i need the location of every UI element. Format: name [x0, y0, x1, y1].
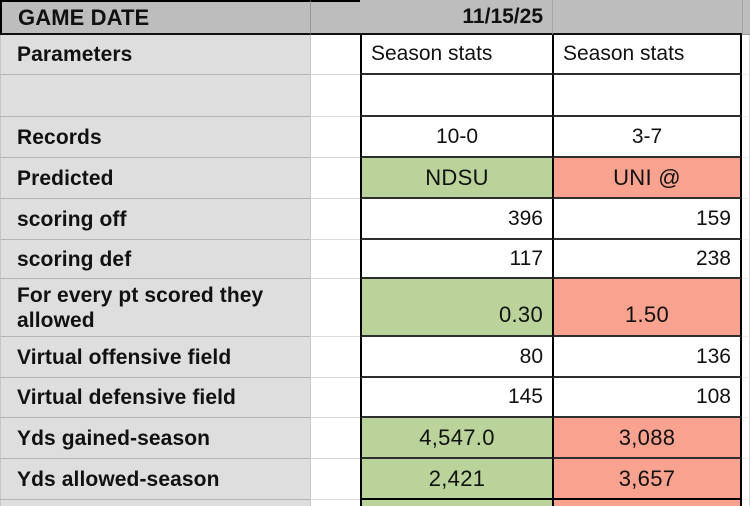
uni-cell[interactable]: 3,088 — [552, 418, 742, 459]
edge-gutter — [742, 117, 750, 158]
row-label-cell[interactable]: Virtual defensive field — [0, 378, 310, 418]
uni-cell[interactable]: 159 — [552, 199, 742, 240]
row-label-cell[interactable]: Predicted — [0, 158, 310, 199]
spacer-cell[interactable] — [310, 199, 360, 240]
spacer-cell[interactable] — [310, 117, 360, 158]
uni-cell[interactable]: Season stats — [552, 35, 742, 75]
ndsu-cell[interactable]: 396 — [360, 199, 552, 240]
row-label-cell[interactable]: scoring def — [0, 240, 310, 279]
uni-cell[interactable]: 3-7 — [552, 117, 742, 158]
ndsu-cell[interactable] — [360, 75, 552, 117]
spacer-cell[interactable] — [310, 35, 360, 75]
edge-gutter — [742, 158, 750, 199]
table-row-scoring-def: scoring def 117 238 — [0, 240, 750, 279]
row-label-cell[interactable] — [0, 75, 310, 117]
edge-gutter — [742, 378, 750, 418]
spacer-cell[interactable] — [310, 378, 360, 418]
ndsu-cell[interactable]: NDSU — [360, 158, 552, 199]
edge-gutter — [742, 199, 750, 240]
uni-cell[interactable] — [552, 75, 742, 117]
table-row-virtual-defensive: Virtual defensive field 145 108 — [0, 378, 750, 418]
row-label-cell[interactable]: Yds allowed-season — [0, 459, 310, 500]
ndsu-cell[interactable]: Season stats — [360, 35, 552, 75]
row-label-cell[interactable]: Yds gained-season — [0, 418, 310, 459]
row-label-cell[interactable]: Virtual offensive field — [0, 337, 310, 378]
table-row-parameters: Parameters Season stats Season stats — [0, 35, 750, 75]
row-label-cell[interactable]: Parameters — [0, 35, 310, 75]
ndsu-cell[interactable]: 4,547.0 — [360, 418, 552, 459]
row-label-cell — [0, 500, 310, 506]
row-label-cell[interactable]: Records — [0, 117, 310, 158]
game-date-label-cell[interactable]: GAME DATE — [0, 0, 310, 35]
edge-gutter — [742, 500, 750, 506]
spacer-cell[interactable] — [310, 240, 360, 279]
table-row-virtual-offensive: Virtual offensive field 80 136 — [0, 337, 750, 378]
spacer-cell[interactable] — [310, 459, 360, 500]
spacer-cell[interactable] — [310, 0, 360, 35]
spacer-cell[interactable] — [310, 279, 360, 337]
edge-gutter — [742, 279, 750, 337]
edge-gutter — [742, 459, 750, 500]
row-label-cell[interactable]: scoring off — [0, 199, 310, 240]
uni-cell[interactable]: 3,657 — [552, 459, 742, 500]
table-row-empty — [0, 75, 750, 117]
table-row-yds-allowed: Yds allowed-season 2,421 3,657 — [0, 459, 750, 500]
header-empty-cell[interactable] — [552, 0, 742, 35]
table-row-yds-gained: Yds gained-season 4,547.0 3,088 — [0, 418, 750, 459]
edge-gutter — [742, 240, 750, 279]
ndsu-cell[interactable]: 145 — [360, 378, 552, 418]
row-label-cell[interactable]: For every pt scored they allowed — [0, 279, 310, 337]
spacer-cell — [310, 500, 360, 506]
uni-cell[interactable]: 108 — [552, 378, 742, 418]
uni-cell[interactable]: 238 — [552, 240, 742, 279]
edge-gutter — [742, 35, 750, 75]
ndsu-cell[interactable]: 80 — [360, 337, 552, 378]
table-row-cutoff — [0, 500, 750, 506]
edge-gutter — [742, 75, 750, 117]
spacer-cell[interactable] — [310, 418, 360, 459]
ndsu-cell — [360, 500, 552, 506]
uni-cell[interactable]: 136 — [552, 337, 742, 378]
header-row: GAME DATE 11/15/25 — [0, 0, 750, 35]
edge-gutter — [742, 337, 750, 378]
spacer-cell[interactable] — [310, 75, 360, 117]
ndsu-cell[interactable]: 10-0 — [360, 117, 552, 158]
table-row-scoring-off: scoring off 396 159 — [0, 199, 750, 240]
ndsu-cell[interactable]: 2,421 — [360, 459, 552, 500]
edge-gutter — [742, 418, 750, 459]
ndsu-cell[interactable]: 0.30 — [360, 279, 552, 337]
table-row-records: Records 10-0 3-7 — [0, 117, 750, 158]
uni-cell[interactable]: UNI @ — [552, 158, 742, 199]
uni-cell — [552, 500, 742, 506]
ndsu-cell[interactable]: 117 — [360, 240, 552, 279]
spacer-cell[interactable] — [310, 337, 360, 378]
uni-cell[interactable]: 1.50 — [552, 279, 742, 337]
table-row-predicted: Predicted NDSU UNI @ — [0, 158, 750, 199]
edge-gutter — [742, 0, 750, 35]
game-date-value-cell[interactable]: 11/15/25 — [360, 0, 552, 35]
table-row-pts-ratio: For every pt scored they allowed 0.30 1.… — [0, 279, 750, 337]
spacer-cell[interactable] — [310, 158, 360, 199]
